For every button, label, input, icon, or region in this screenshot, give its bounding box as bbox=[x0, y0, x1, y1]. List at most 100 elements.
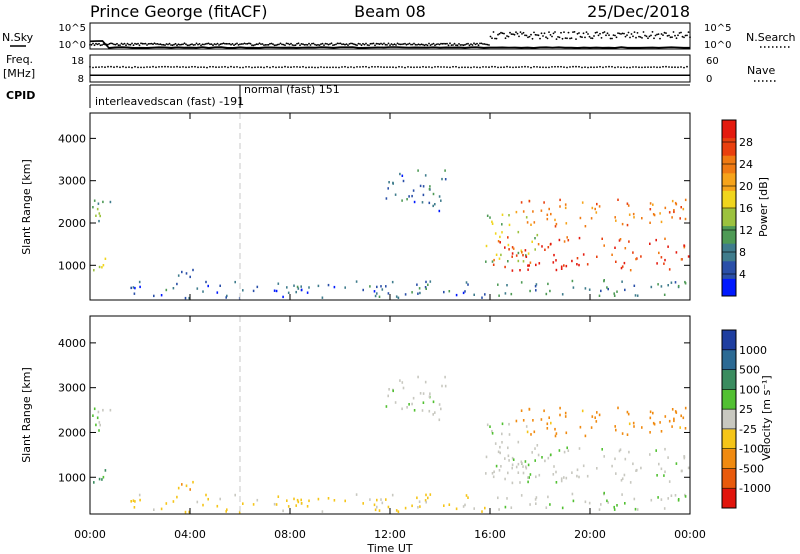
nsearch-dot bbox=[330, 42, 333, 45]
velocity-cell bbox=[537, 453, 540, 457]
nsearch-dot bbox=[654, 34, 657, 37]
power-cell bbox=[571, 279, 574, 283]
velocity-cell bbox=[659, 421, 661, 424]
velocity-cell bbox=[508, 422, 510, 426]
power-cell bbox=[92, 206, 94, 209]
nsearch-dot bbox=[584, 36, 586, 39]
power-cell bbox=[444, 169, 446, 172]
velocity-cell bbox=[139, 498, 141, 502]
nsearch-dot bbox=[632, 35, 634, 38]
nsearch-dot bbox=[390, 43, 393, 45]
nsearch-dot bbox=[464, 43, 466, 46]
power-cell bbox=[600, 289, 602, 293]
velocity-cbar-swatch bbox=[722, 428, 736, 450]
power-cell bbox=[429, 280, 432, 283]
nsearch-dot bbox=[677, 34, 679, 37]
nsearch-dot bbox=[462, 44, 465, 47]
nsearch-dot bbox=[477, 44, 480, 47]
velocity-cell bbox=[520, 460, 523, 464]
velocity-cell bbox=[512, 458, 515, 461]
velocity-cell bbox=[535, 502, 537, 505]
nsearch-dot bbox=[635, 36, 637, 39]
power-cell bbox=[517, 251, 520, 255]
velocity-cell bbox=[507, 471, 509, 475]
power-cell bbox=[491, 222, 494, 225]
nsky-strip: N.Sky 10^5 10^0 10^5 10^0 N.Search bbox=[2, 22, 796, 51]
power-cell bbox=[133, 292, 136, 295]
velocity-cell bbox=[429, 392, 431, 395]
power-cell bbox=[498, 257, 501, 260]
nave-dot bbox=[536, 66, 538, 68]
nsearch-dot bbox=[117, 44, 120, 47]
velocity-cell bbox=[559, 406, 561, 410]
nave-dot bbox=[590, 66, 592, 69]
nsearch-dot bbox=[486, 43, 489, 46]
velocity-cell bbox=[553, 465, 555, 468]
velocity-cell bbox=[581, 409, 584, 413]
power-panel: 1000 2000 3000 4000 Slant Range [km] 28 24 20… bbox=[20, 112, 770, 301]
velocity-cell bbox=[421, 409, 424, 412]
nsearch-dot bbox=[89, 44, 91, 46]
nsearch-dot bbox=[185, 43, 187, 46]
power-cell bbox=[242, 289, 244, 292]
nsearch-dot bbox=[177, 43, 180, 46]
nave-dot bbox=[176, 65, 178, 68]
nave-dot bbox=[617, 66, 619, 68]
velocity-cell bbox=[660, 430, 663, 433]
power-cell bbox=[649, 221, 651, 224]
velocity-cell bbox=[619, 448, 622, 451]
nave-dot bbox=[191, 65, 193, 68]
velocity-cell bbox=[613, 508, 616, 511]
nsearch-dot bbox=[123, 42, 126, 45]
power-cell bbox=[378, 295, 381, 298]
power-cell bbox=[424, 286, 427, 289]
nave-dot bbox=[485, 66, 487, 68]
nsearch-dot bbox=[497, 33, 499, 36]
power-cbar-swatch bbox=[722, 225, 736, 244]
nave-dot bbox=[614, 66, 616, 69]
nave-dot bbox=[605, 66, 607, 68]
velocity-cell bbox=[95, 423, 97, 427]
nsearch-dot bbox=[597, 34, 600, 37]
power-cell bbox=[455, 293, 458, 297]
velocity-cell bbox=[555, 481, 558, 484]
power-cell bbox=[623, 261, 626, 265]
velocity-cell bbox=[399, 379, 401, 382]
nsearch-dot bbox=[128, 43, 130, 46]
velocity-cell bbox=[668, 480, 671, 483]
velocity-cell bbox=[511, 456, 514, 460]
nave-dot bbox=[632, 66, 634, 68]
velocity-cell bbox=[417, 506, 419, 509]
nsearch-dot bbox=[240, 43, 243, 45]
nsearch-dot bbox=[332, 44, 334, 47]
velocity-cell bbox=[355, 493, 358, 496]
velocity-cell bbox=[547, 495, 549, 499]
power-cell bbox=[419, 291, 421, 295]
velocity-cell bbox=[596, 411, 598, 414]
velocity-cell bbox=[624, 502, 626, 505]
nave-dot bbox=[593, 66, 595, 69]
nave-dot bbox=[314, 66, 316, 69]
velocity-cell bbox=[207, 497, 209, 501]
nsearch-dot bbox=[281, 43, 283, 46]
nsearch-dot bbox=[420, 43, 423, 46]
nave-dot bbox=[107, 65, 109, 68]
power-cell bbox=[440, 199, 442, 202]
power-cell bbox=[419, 184, 422, 188]
nsearch-dot bbox=[278, 43, 280, 46]
velocity-cell bbox=[528, 408, 531, 411]
power-cell bbox=[317, 284, 320, 288]
nave-dot bbox=[635, 66, 637, 68]
power-cell bbox=[615, 219, 617, 222]
velocity-cell bbox=[559, 413, 561, 417]
nave-dot bbox=[377, 65, 379, 68]
nave-dot bbox=[452, 65, 454, 68]
velocity-cell bbox=[98, 429, 100, 432]
nsearch-dot bbox=[158, 43, 160, 46]
nave-dot bbox=[308, 66, 310, 69]
power-cell bbox=[252, 289, 255, 293]
nsearch-dot bbox=[284, 44, 286, 47]
velocity-cell bbox=[394, 401, 397, 404]
nsearch-dot bbox=[252, 44, 255, 47]
power-cell bbox=[520, 249, 523, 252]
